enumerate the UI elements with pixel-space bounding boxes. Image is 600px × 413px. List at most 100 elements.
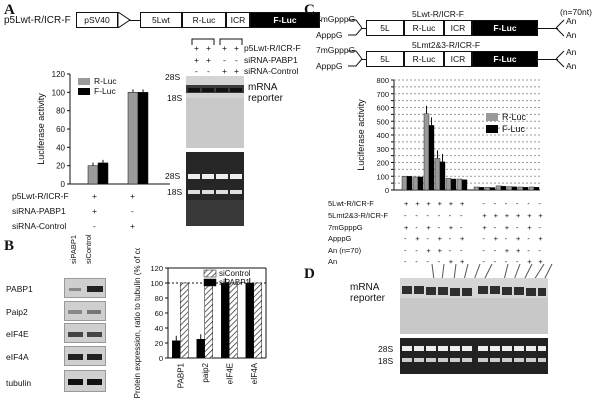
bar <box>428 125 435 191</box>
condition-sign: - <box>527 246 530 255</box>
condition-sign: - <box>482 246 485 255</box>
construct1-rluc: R-Luc <box>404 20 444 36</box>
gel-d-northern <box>400 278 548 334</box>
protein-label-eif4e: eIF4E <box>6 329 29 339</box>
construct2-fluc: F-Luc <box>472 51 538 67</box>
y-tick-label: 60 <box>155 309 163 318</box>
bar <box>495 185 502 191</box>
sign: + <box>130 221 135 231</box>
poly-a-label: An <box>566 16 577 26</box>
blot-eif4e <box>64 323 106 343</box>
bar <box>522 187 529 191</box>
x-tick-label: eIF4A <box>250 362 259 384</box>
bar <box>196 339 205 359</box>
y-tick-label: 20 <box>155 339 163 348</box>
construct2-5l: 5L <box>366 51 404 67</box>
condition-sign: + <box>460 199 465 208</box>
sign: - <box>131 206 134 216</box>
condition-sign: - <box>437 211 441 220</box>
condition-sign: - <box>448 234 452 243</box>
condition-sign: + <box>415 199 420 208</box>
cap-label-3: 7mGpppG <box>316 45 356 55</box>
condition-sign: - <box>482 257 485 266</box>
y-tick-label: 0 <box>61 180 66 189</box>
y-tick-label: 300 <box>376 145 389 154</box>
y-tick-label: 100 <box>376 172 389 181</box>
condition-sign: + <box>527 257 532 266</box>
condition-row-label: 5Lwt-R/ICR-F <box>328 199 374 208</box>
condition-sign: - <box>527 199 530 208</box>
gel-row-sicontrol: siRNA-Control <box>244 66 299 76</box>
x-tick-label: PABP1 <box>176 362 185 388</box>
bar <box>401 176 408 191</box>
bar <box>253 282 262 359</box>
bar <box>517 186 524 191</box>
gel-a-northern <box>186 76 244 148</box>
condition-sign: + <box>527 211 532 220</box>
x-tick-label: paip2 <box>201 362 210 382</box>
sign: + <box>92 191 97 201</box>
condition-sign: + <box>437 246 442 255</box>
condition-sign: + <box>504 223 510 232</box>
bar <box>489 187 496 191</box>
condition-sign: + <box>460 257 465 266</box>
condition-sign: + <box>448 199 454 208</box>
condition-sign: + <box>482 223 487 232</box>
condition-row-label: ApppG <box>328 234 352 243</box>
chart-panel-c: 0 100 200 300 400 500 600 700 800 Luciferase acti… <box>356 76 540 195</box>
chart-panel-b: 0 20 40 60 80 100 120 Protein expression, ratio… <box>133 248 267 398</box>
condition-row-label: 5Lmt2&3-R/ICR-F <box>328 211 389 220</box>
sign: + <box>206 43 211 53</box>
poly-a-label: An <box>566 61 577 71</box>
condition-sign: + <box>426 246 431 255</box>
condition-row-label: 7mGpppG <box>328 223 363 232</box>
legend-swatch <box>78 78 90 85</box>
construct-a-rluc: R-Luc <box>182 12 226 28</box>
condition-sign: - <box>493 246 497 255</box>
condition-sign: + <box>538 234 543 243</box>
bar <box>439 161 446 191</box>
cap-label-1: 7mGpppG <box>316 14 356 24</box>
sign: + <box>206 55 211 65</box>
sign: + <box>234 66 239 76</box>
y-axis-title: Luciferase activity <box>356 99 366 171</box>
bar <box>478 187 485 191</box>
condition-sign: + <box>437 199 442 208</box>
y-tick-label: 500 <box>376 117 389 126</box>
condition-sign: - <box>538 199 541 208</box>
bar <box>172 340 181 359</box>
construct-a-fluc: F-Luc <box>250 12 320 28</box>
construct2-icr: ICR <box>444 51 472 67</box>
bar <box>423 113 430 191</box>
condition-sign: + <box>516 246 521 255</box>
poly-a-length-note: (n=70nt) <box>560 7 592 17</box>
bar <box>461 179 468 191</box>
legend-swatch <box>486 113 498 121</box>
bar <box>434 158 441 191</box>
legend-swatch <box>486 125 498 133</box>
y-axis-title: Luciferase activity <box>36 93 46 165</box>
bar <box>137 92 149 185</box>
legend-label: siControl <box>219 269 251 278</box>
condition-sign: - <box>504 234 508 243</box>
condition-sign: - <box>516 257 519 266</box>
condition-sign: + <box>493 234 498 243</box>
condition-sign: + <box>527 223 532 232</box>
marker-28s-a-bottom: 28S <box>165 171 181 181</box>
condition-sign: + <box>538 257 543 266</box>
condition-sign: - <box>482 234 485 243</box>
construct-a-psv40: pSV40 <box>76 12 118 28</box>
condition-sign: - <box>527 234 530 243</box>
condition-sign: + <box>404 223 409 232</box>
legend-swatch <box>203 269 217 278</box>
bar <box>500 185 507 191</box>
condition-sign: + <box>504 211 510 220</box>
condition-sign: - <box>460 246 463 255</box>
bar <box>445 178 452 191</box>
bar <box>417 176 424 191</box>
bar <box>473 186 480 191</box>
panel-label-a: A <box>4 2 15 18</box>
condition-sign: - <box>415 223 418 232</box>
poly-a-label: An <box>566 47 577 57</box>
marker-18s-a-bottom: 18S <box>167 187 183 197</box>
